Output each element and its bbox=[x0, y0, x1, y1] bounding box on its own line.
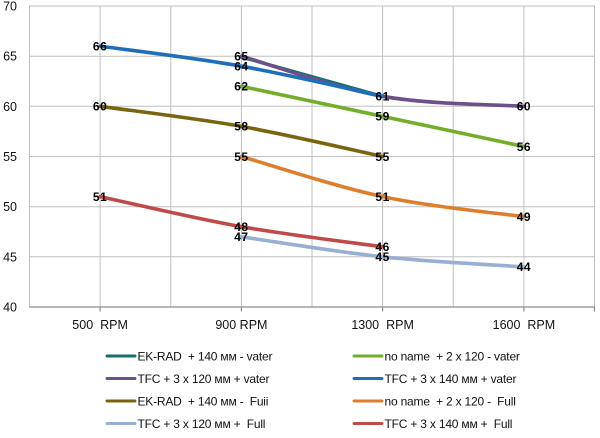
svg-text:TFC + 3 x 140 мм + vater: TFC + 3 x 140 мм + vater bbox=[385, 372, 517, 386]
svg-text:51: 51 bbox=[93, 190, 107, 204]
svg-text:55: 55 bbox=[234, 150, 248, 164]
svg-text:55: 55 bbox=[3, 150, 17, 164]
svg-text:48: 48 bbox=[234, 220, 248, 234]
svg-text:62: 62 bbox=[234, 80, 248, 94]
svg-text:61: 61 bbox=[375, 90, 389, 104]
svg-text:900 RPM: 900 RPM bbox=[215, 318, 267, 332]
svg-text:70: 70 bbox=[3, 0, 17, 14]
svg-text:45: 45 bbox=[3, 250, 17, 264]
svg-text:TFC + 3 x 120 мм + vater: TFC + 3 x 120 мм + vater bbox=[138, 372, 270, 386]
svg-text:1600 RPM: 1600 RPM bbox=[493, 318, 556, 332]
svg-text:51: 51 bbox=[375, 190, 389, 204]
svg-text:50: 50 bbox=[3, 200, 17, 214]
svg-text:65: 65 bbox=[3, 50, 17, 64]
svg-text:55: 55 bbox=[375, 150, 389, 164]
svg-text:500 RPM: 500 RPM bbox=[72, 318, 128, 332]
svg-text:49: 49 bbox=[517, 210, 531, 224]
svg-text:46: 46 bbox=[375, 240, 389, 254]
svg-text:no name + 2 x 120 - vater: no name + 2 x 120 - vater bbox=[385, 349, 520, 363]
svg-text:TFC + 3 x 140 мм + Full: TFC + 3 x 140 мм + Full bbox=[385, 417, 513, 431]
svg-text:no name + 2 x 120 - Full: no name + 2 x 120 - Full bbox=[385, 394, 516, 408]
svg-text:TFC + 3 x 120 мм + Full: TFC + 3 x 120 мм + Full bbox=[138, 417, 266, 431]
svg-text:44: 44 bbox=[517, 260, 531, 274]
svg-text:EK-RAD + 140 мм - Fuii: EK-RAD + 140 мм - Fuii bbox=[138, 394, 269, 408]
svg-text:60: 60 bbox=[93, 100, 107, 114]
svg-text:65: 65 bbox=[234, 50, 248, 64]
svg-text:EK-RAD + 140 мм - vater: EK-RAD + 140 мм - vater bbox=[138, 349, 273, 363]
svg-text:56: 56 bbox=[517, 140, 531, 154]
svg-text:58: 58 bbox=[234, 120, 248, 134]
svg-text:60: 60 bbox=[517, 100, 531, 114]
svg-text:60: 60 bbox=[3, 100, 17, 114]
svg-text:64: 64 bbox=[234, 60, 248, 74]
svg-text:45: 45 bbox=[375, 250, 389, 264]
svg-text:59: 59 bbox=[375, 110, 389, 124]
svg-text:66: 66 bbox=[93, 39, 107, 53]
svg-text:47: 47 bbox=[234, 230, 248, 244]
svg-text:40: 40 bbox=[3, 301, 17, 315]
svg-text:1300 RPM: 1300 RPM bbox=[351, 318, 414, 332]
